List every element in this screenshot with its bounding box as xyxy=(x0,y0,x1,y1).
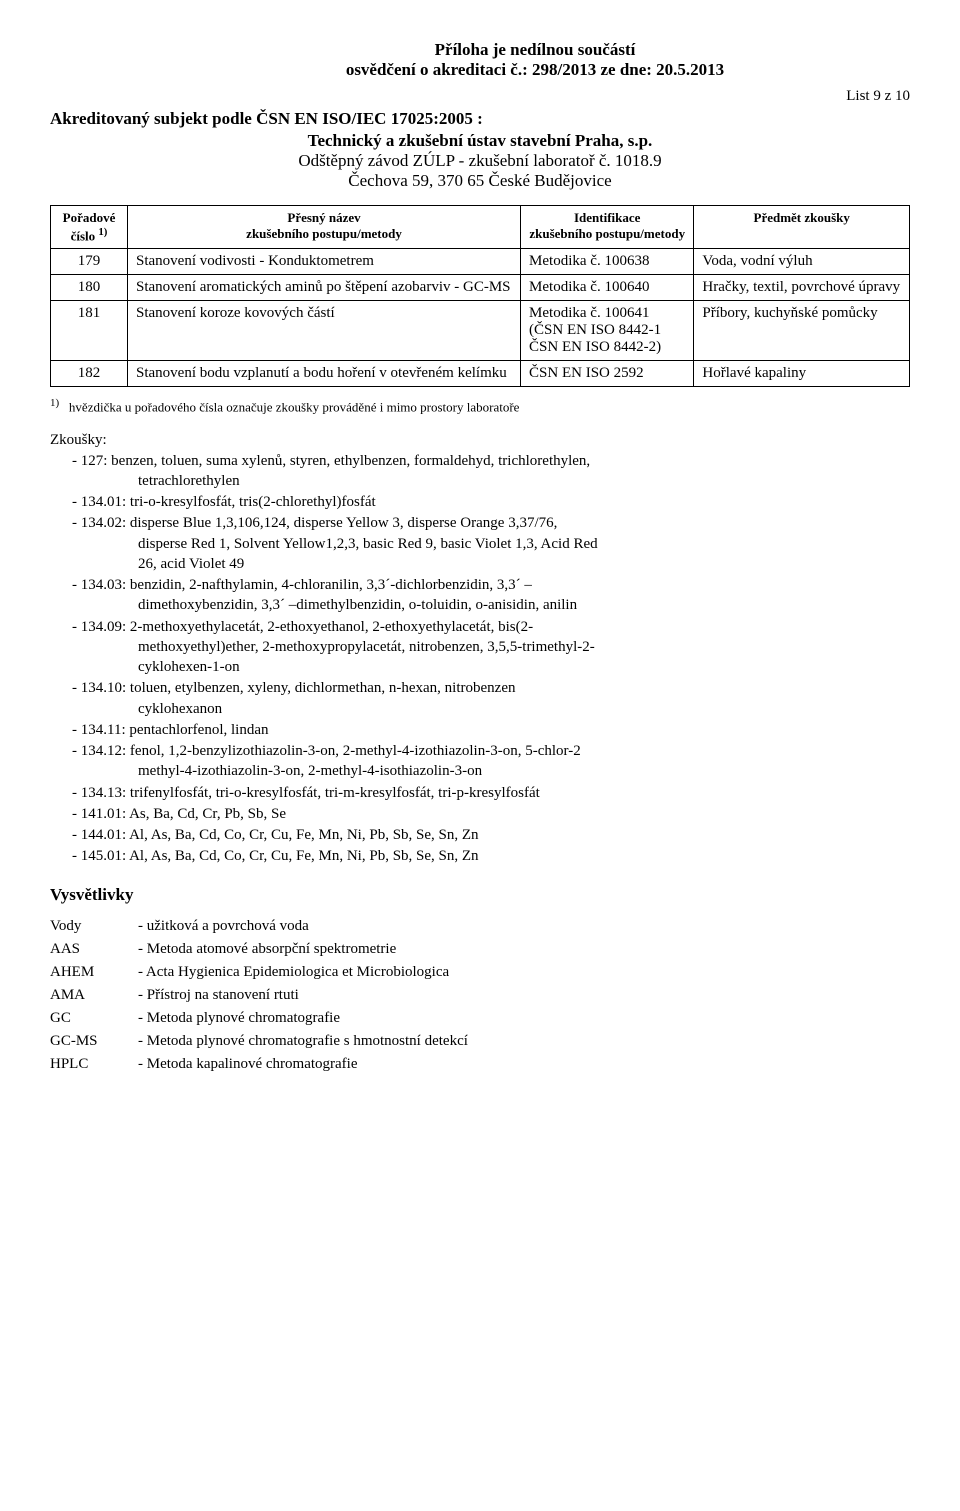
cell-name: Stanovení aromatických aminů po štěpení … xyxy=(128,275,521,301)
list-item-subline: tetrachlorethylen xyxy=(98,471,910,491)
legend-row: Vody- užitková a povrchová voda xyxy=(50,915,476,938)
list-item: 127: benzen, toluen, suma xylenů, styren… xyxy=(98,451,910,492)
legend-def: - Metoda kapalinové chromatografie xyxy=(138,1053,476,1076)
subject-line-3: Odštěpný závod ZÚLP - zkušební laboratoř… xyxy=(50,151,910,171)
cell-name: Stanovení bodu vzplanutí a bodu hoření v… xyxy=(128,361,521,387)
list-item: 145.01: Al, As, Ba, Cd, Co, Cr, Cu, Fe, … xyxy=(98,846,910,866)
list-item-subline: cyklohexanon xyxy=(98,699,910,719)
list-item: 134.03: benzidin, 2-nafthylamin, 4-chlor… xyxy=(98,575,910,616)
list-item: 134.02: disperse Blue 1,3,106,124, dispe… xyxy=(98,513,910,574)
list-item-subline: dimethoxybenzidin, 3,3´ –dimethylbenzidi… xyxy=(98,595,910,615)
legend-table: Vody- užitková a povrchová vodaAAS- Meto… xyxy=(50,915,476,1076)
th-ident: Identifikace zkušebního postupu/metody xyxy=(521,206,694,249)
legend-row: AHEM- Acta Hygienica Epidemiologica et M… xyxy=(50,961,476,984)
table-row: 179Stanovení vodivosti - KonduktometremM… xyxy=(51,249,910,275)
list-item: 134.11: pentachlorfenol, lindan xyxy=(98,720,910,740)
cell-name: Stanovení koroze kovových částí xyxy=(128,301,521,361)
legend-row: GC-MS- Metoda plynové chromatografie s h… xyxy=(50,1030,476,1053)
list-item: 134.09: 2-methoxyethylacetát, 2-ethoxyet… xyxy=(98,617,910,678)
table-body: 179Stanovení vodivosti - KonduktometremM… xyxy=(51,249,910,387)
th-subject: Předmět zkoušky xyxy=(694,206,910,249)
cell-number: 182 xyxy=(51,361,128,387)
header-line-1: Příloha je nedílnou součástí xyxy=(160,40,910,60)
list-item-subline: methyl-4-izothiazolin-3-on, 2-methyl-4-i… xyxy=(98,761,910,781)
list-item-subline: cyklohexen-1-on xyxy=(98,657,910,677)
cell-ident: ČSN EN ISO 2592 xyxy=(521,361,694,387)
th-number-sup: 1) xyxy=(98,226,107,238)
legend-def: - Metoda atomové absorpční spektrometrie xyxy=(138,938,476,961)
th-ident-line2: zkušebního postupu/metody xyxy=(529,226,685,241)
subject-line-1: Akreditovaný subjekt podle ČSN EN ISO/IE… xyxy=(50,109,910,129)
th-number: Pořadové číslo 1) xyxy=(51,206,128,249)
header-block: Příloha je nedílnou součástí osvědčení o… xyxy=(160,40,910,80)
cell-subject: Hořlavé kapaliny xyxy=(694,361,910,387)
legend-term: Vody xyxy=(50,915,138,938)
tests-title: Zkoušky: xyxy=(50,432,910,449)
table-row: 181Stanovení koroze kovových částíMetodi… xyxy=(51,301,910,361)
methods-table: Pořadové číslo 1) Přesný název zkušebníh… xyxy=(50,205,910,387)
th-name-line2: zkušebního postupu/metody xyxy=(246,226,402,241)
subject-line-4: Čechova 59, 370 65 České Budějovice xyxy=(50,171,910,191)
legend-term: AMA xyxy=(50,984,138,1007)
list-item: 134.12: fenol, 1,2-benzylizothiazolin-3-… xyxy=(98,741,910,782)
table-header-row: Pořadové číslo 1) Přesný název zkušebníh… xyxy=(51,206,910,249)
legend-term: GC-MS xyxy=(50,1030,138,1053)
footnote-marker: 1) xyxy=(50,397,59,409)
legend-def: - Metoda plynové chromatografie s hmotno… xyxy=(138,1030,476,1053)
cell-number: 180 xyxy=(51,275,128,301)
cell-number: 179 xyxy=(51,249,128,275)
cell-subject: Voda, vodní výluh xyxy=(694,249,910,275)
footnote-text: hvězdička u pořadového čísla označuje zk… xyxy=(69,400,520,415)
legend-def: - Přístroj na stanovení rtuti xyxy=(138,984,476,1007)
legend-term: AAS xyxy=(50,938,138,961)
cell-subject: Hračky, textil, povrchové úpravy xyxy=(694,275,910,301)
list-item-subline: methoxyethyl)ether, 2-methoxypropylacetá… xyxy=(98,637,910,657)
legend-term: AHEM xyxy=(50,961,138,984)
legend-row: GC- Metoda plynové chromatografie xyxy=(50,1007,476,1030)
header-line-2: osvědčení o akreditaci č.: 298/2013 ze d… xyxy=(160,60,910,80)
legend-row: AAS- Metoda atomové absorpční spektromet… xyxy=(50,938,476,961)
table-row: 182Stanovení bodu vzplanutí a bodu hořen… xyxy=(51,361,910,387)
list-item: 134.01: tri-o-kresylfosfát, tris(2-chlor… xyxy=(98,492,910,512)
list-item: 144.01: Al, As, Ba, Cd, Co, Cr, Cu, Fe, … xyxy=(98,825,910,845)
legend-term: GC xyxy=(50,1007,138,1030)
tests-list: 127: benzen, toluen, suma xylenů, styren… xyxy=(50,451,910,867)
legend-row: HPLC- Metoda kapalinové chromatografie xyxy=(50,1053,476,1076)
subject-line-2: Technický a zkušební ústav stavební Prah… xyxy=(50,131,910,151)
cell-ident: Metodika č. 100638 xyxy=(521,249,694,275)
legend-row: AMA- Přístroj na stanovení rtuti xyxy=(50,984,476,1007)
legend-term: HPLC xyxy=(50,1053,138,1076)
th-number-line2: číslo xyxy=(71,228,96,243)
cell-ident: Metodika č. 100641(ČSN EN ISO 8442-1ČSN … xyxy=(521,301,694,361)
cell-name: Stanovení vodivosti - Konduktometrem xyxy=(128,249,521,275)
th-name: Přesný název zkušebního postupu/metody xyxy=(128,206,521,249)
page-number: List 9 z 10 xyxy=(50,88,910,105)
th-name-line1: Přesný název xyxy=(287,210,360,225)
legend-title: Vysvětlivky xyxy=(50,885,910,905)
table-row: 180Stanovení aromatických aminů po štěpe… xyxy=(51,275,910,301)
list-item-subline: disperse Red 1, Solvent Yellow1,2,3, bas… xyxy=(98,534,910,554)
th-number-line1: Pořadové xyxy=(63,210,116,225)
footnote: 1) hvězdička u pořadového čísla označuje… xyxy=(50,397,910,415)
legend-def: - užitková a povrchová voda xyxy=(138,915,476,938)
list-item: 134.13: trifenylfosfát, tri-o-kresylfosf… xyxy=(98,783,910,803)
list-item: 141.01: As, Ba, Cd, Cr, Pb, Sb, Se xyxy=(98,804,910,824)
cell-number: 181 xyxy=(51,301,128,361)
th-ident-line1: Identifikace xyxy=(574,210,640,225)
cell-ident: Metodika č. 100640 xyxy=(521,275,694,301)
legend-def: - Metoda plynové chromatografie xyxy=(138,1007,476,1030)
list-item-subline: 26, acid Violet 49 xyxy=(98,554,910,574)
list-item: 134.10: toluen, etylbenzen, xyleny, dich… xyxy=(98,678,910,719)
cell-subject: Příbory, kuchyňské pomůcky xyxy=(694,301,910,361)
legend-def: - Acta Hygienica Epidemiologica et Micro… xyxy=(138,961,476,984)
